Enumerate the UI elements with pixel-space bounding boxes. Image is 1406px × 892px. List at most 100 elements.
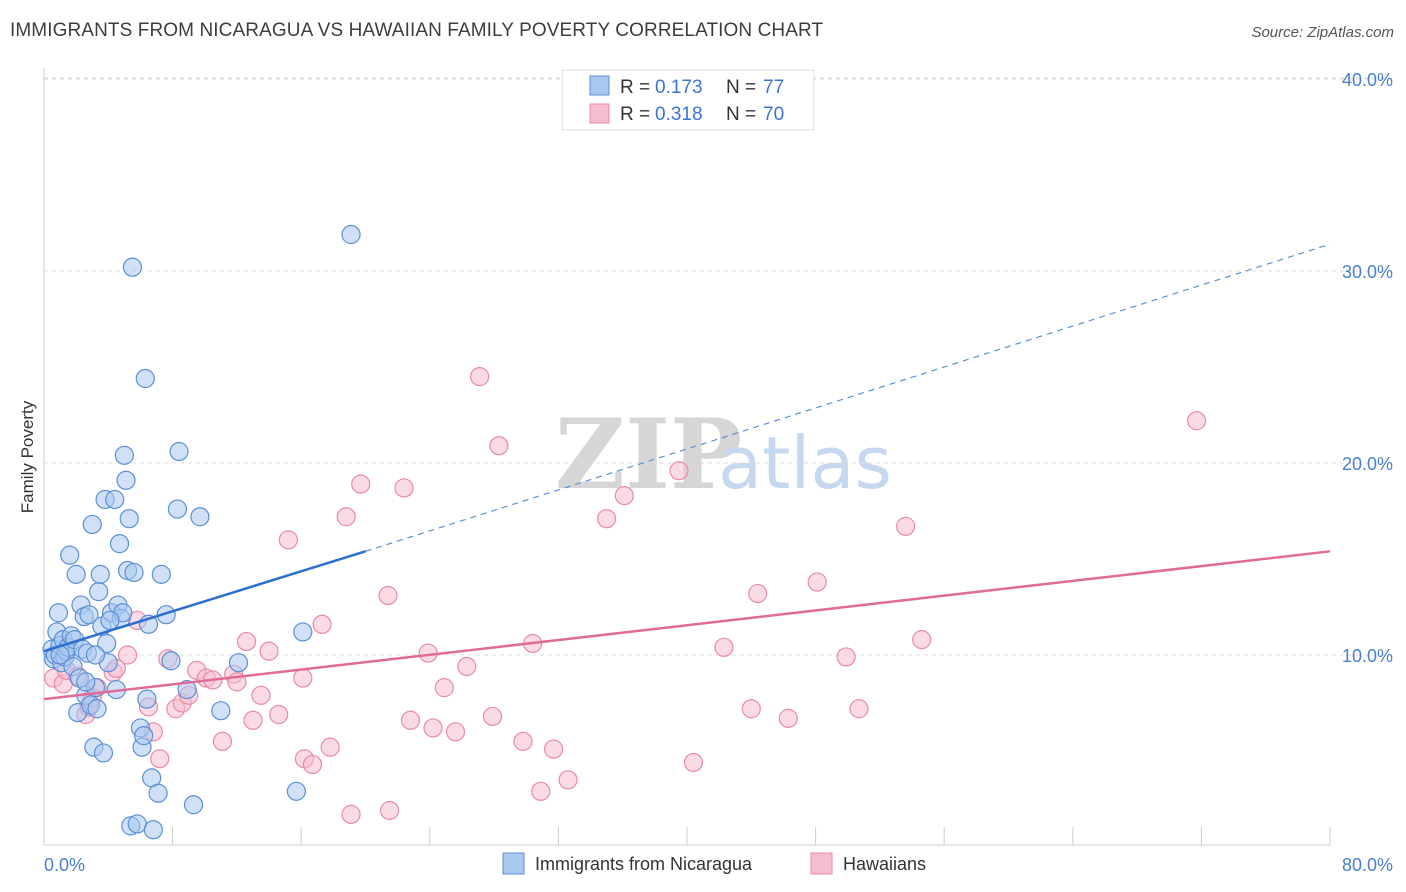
y-tick-label-1: 20.0% [1342, 454, 1393, 474]
hawaiians-point-64 [807, 572, 827, 592]
nicaragua-point-69 [228, 653, 249, 673]
hawaiians-point-53 [531, 781, 551, 801]
hawaiians-point-49 [482, 706, 503, 727]
hawaiians-point-30 [278, 530, 298, 550]
hawaiians-point-65 [836, 647, 856, 667]
hawaiians-point-68 [912, 630, 932, 650]
nicaragua-point-54 [135, 368, 155, 389]
hawaiians-point-62 [748, 583, 768, 604]
x-tick-label-1: 80.0% [1342, 855, 1393, 875]
hawaiians-point-26 [243, 710, 263, 730]
legend: R = 0.173 N = 77 R = 0.318 N = 70 [561, 69, 815, 131]
hawaiians-point-41 [394, 478, 414, 498]
chart-title: IMMIGRANTS FROM NICARAGUA VS HAWAIIAN FA… [10, 20, 824, 41]
hawaiians-point-60 [714, 637, 734, 657]
hawaiians-point-45 [434, 678, 454, 698]
nicaragua-point-46 [119, 509, 139, 529]
hawaiians-point-10 [117, 645, 138, 665]
hawaiians-point-27 [251, 685, 271, 705]
hawaiians-point-28 [259, 641, 279, 661]
trend-lines [43, 243, 1331, 701]
bottom-legend-swatch-blue [502, 852, 525, 875]
hawaiians-trend-line [43, 550, 1331, 701]
watermark-zip: ZIP [555, 398, 742, 511]
watermark: ZIP atlas [555, 398, 892, 511]
y-tick-label-0: 10.0% [1342, 646, 1393, 666]
nicaragua-point-50 [127, 814, 147, 834]
nicaragua-trend-line [43, 550, 366, 653]
hawaiians-point-69 [1186, 411, 1207, 431]
legend-r-value-blue: 0.173 [655, 77, 703, 98]
hawaiians-point-44 [423, 718, 443, 738]
hawaiians-point-35 [320, 737, 340, 757]
bottom-legend-label-hawaiians: Hawaiians [843, 854, 926, 874]
y-tick-label-3: 40.0% [1342, 70, 1393, 90]
legend-n-value-pink: 70 [763, 104, 784, 125]
nicaragua-point-60 [151, 564, 171, 584]
nicaragua-point-30 [90, 564, 110, 584]
hawaiians-point-33 [302, 754, 323, 775]
hawaiians-point-58 [669, 461, 689, 481]
hawaiians-point-42 [400, 710, 421, 730]
hawaiians-point-54 [543, 739, 564, 759]
hawaiians-point-67 [896, 516, 916, 536]
nicaragua-point-23 [79, 605, 99, 625]
legend-swatch-pink [589, 103, 610, 124]
hawaiians-point-61 [741, 699, 761, 719]
legend-n-label-blue: N = [726, 77, 756, 98]
source-label: Source: ZipAtlas.com [1251, 24, 1394, 41]
nicaragua-point-71 [293, 622, 313, 642]
legend-r-value-pink: 0.318 [655, 104, 703, 125]
legend-n-value-blue: 77 [763, 77, 784, 98]
nicaragua-point-4 [48, 603, 69, 623]
nicaragua-point-63 [167, 499, 188, 519]
nicaragua-point-67 [190, 507, 210, 527]
hawaiians-point-31 [293, 668, 313, 688]
nicaragua-point-66 [183, 795, 204, 815]
hawaiians-point-51 [513, 731, 533, 752]
y-tick-labels: 10.0% 20.0% 30.0% 40.0% [1342, 70, 1393, 666]
nicaragua-point-29 [89, 582, 109, 602]
hawaiians-point-14 [150, 749, 170, 769]
nicaragua-trend-extension [365, 243, 1331, 552]
hawaiians-point-46 [445, 722, 466, 742]
hawaiians-point-47 [457, 656, 477, 677]
y-axis-title: Family Poverty [18, 400, 37, 513]
hawaiians-point-66 [849, 699, 869, 719]
hawaiians-point-25 [236, 631, 257, 652]
nicaragua-point-70 [286, 781, 306, 801]
y-tick-label-2: 30.0% [1342, 262, 1393, 282]
legend-n-label-pink: N = [726, 104, 756, 125]
nicaragua-point-65 [177, 679, 197, 700]
hawaiians-point-57 [614, 486, 634, 506]
nicaragua-point-15 [66, 564, 86, 584]
hawaiians-point-36 [336, 507, 356, 527]
hawaiians-point-39 [378, 585, 398, 606]
axes [43, 68, 1331, 846]
hawaiians-point-50 [489, 436, 509, 456]
legend-r-label-blue: R = [620, 77, 650, 98]
nicaragua-point-37 [105, 489, 125, 510]
legend-swatch-blue [589, 75, 610, 96]
nicaragua-point-48 [122, 257, 143, 277]
nicaragua-point-44 [116, 470, 136, 490]
nicaragua-point-74 [85, 645, 106, 665]
x-tick-labels: 0.0% 80.0% [44, 855, 1393, 875]
nicaragua-point-53 [134, 726, 154, 746]
bottom-legend-label-nicaragua: Immigrants from Nicaragua [535, 854, 753, 874]
hawaiians-point-40 [380, 800, 400, 821]
nicaragua-point-68 [211, 701, 231, 721]
nicaragua-point-43 [114, 445, 134, 465]
legend-r-label-pink: R = [620, 104, 650, 125]
nicaragua-point-40 [109, 534, 130, 554]
nicaragua-point-61 [156, 605, 176, 625]
hawaiians-points [44, 367, 1207, 824]
hawaiians-point-56 [597, 509, 617, 529]
hawaiians-point-34 [312, 614, 332, 634]
nicaragua-point-75 [100, 610, 120, 631]
nicaragua-points [42, 224, 361, 840]
nicaragua-point-58 [143, 820, 163, 840]
nicaragua-point-32 [93, 743, 114, 763]
nicaragua-point-62 [161, 651, 181, 671]
